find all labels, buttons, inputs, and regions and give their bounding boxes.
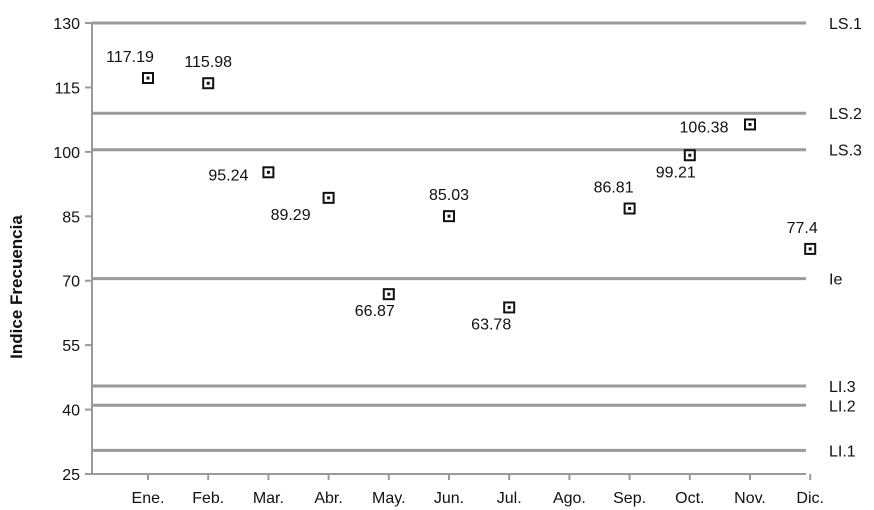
x-tick-label: Jun. (434, 490, 464, 507)
reference-line-label: LS.3 (829, 143, 862, 160)
data-label: 95.24 (208, 167, 248, 184)
y-tick-label: 25 (62, 467, 80, 484)
x-tick-label: Feb. (192, 490, 224, 507)
data-labels: 117.19 115.98 95.24 89.29 66.87 85.03 63.78 86.… (106, 49, 818, 333)
data-points (142, 72, 817, 314)
y-tick-label: 85 (62, 209, 80, 226)
x-tick-label: Nov. (734, 490, 766, 507)
reference-lines (92, 21, 806, 452)
data-label: 117.19 (106, 49, 154, 66)
x-tick-label: Dic. (796, 490, 824, 507)
x-tick-label: Ago. (553, 490, 586, 507)
data-label: 66.87 (355, 303, 395, 320)
y-tick-label: 55 (62, 338, 80, 355)
x-tick-label: Sep. (613, 490, 646, 507)
reference-line-label: LI.1 (829, 443, 856, 460)
data-label: 89.29 (271, 207, 311, 224)
reference-line-label: LI.2 (829, 398, 856, 415)
x-tick-label: Ene. (132, 490, 165, 507)
data-point-core (748, 122, 752, 126)
x-tick-labels: Ene. Feb. Mar. Abr. May. Jun. Jul. Ago. Sep. Oct.… (132, 474, 824, 507)
x-tick-label: Mar. (253, 490, 284, 507)
y-tick-label: 130 (53, 16, 80, 33)
y-tick-label: 40 (62, 403, 80, 420)
reference-line-label: Ie (829, 272, 842, 289)
x-tick-label: Abr. (314, 490, 342, 507)
x-tick-label: Jul. (497, 490, 522, 507)
y-tick-label: 70 (62, 274, 80, 291)
x-tick-label: Oct. (675, 490, 704, 507)
data-label: 63.78 (471, 316, 511, 333)
data-point-core (327, 196, 331, 200)
y-tick-labels: 130 115 100 85 70 55 40 25 (53, 16, 92, 484)
y-axis-label: Indice Frecuencia (7, 215, 26, 359)
reference-line-label: LS.1 (829, 16, 862, 33)
data-point-core (266, 170, 270, 174)
data-label: 77.4 (787, 220, 818, 237)
y-tick-label: 115 (54, 80, 80, 97)
data-point-core (688, 153, 692, 157)
data-point-core (808, 247, 812, 251)
data-point-core (507, 305, 511, 309)
data-point-core (628, 207, 632, 211)
y-tick-label: 100 (53, 145, 80, 162)
x-tick-label: May. (372, 490, 405, 507)
reference-line-label: LI.3 (829, 379, 856, 396)
data-label: 85.03 (429, 187, 469, 204)
data-label: 106.38 (680, 119, 729, 136)
reference-line-label: LS.2 (829, 106, 862, 123)
data-label: 86.81 (594, 180, 634, 197)
data-point-core (146, 76, 150, 80)
reference-line-labels: LS.1 LS.2 LS.3 Ie LI.3 LI.2 LI.1 (829, 16, 862, 460)
data-label: 115.98 (184, 54, 232, 71)
data-point-core (206, 81, 210, 85)
data-point-core (447, 214, 451, 218)
data-point-core (387, 292, 391, 296)
data-label: 99.21 (656, 164, 696, 181)
